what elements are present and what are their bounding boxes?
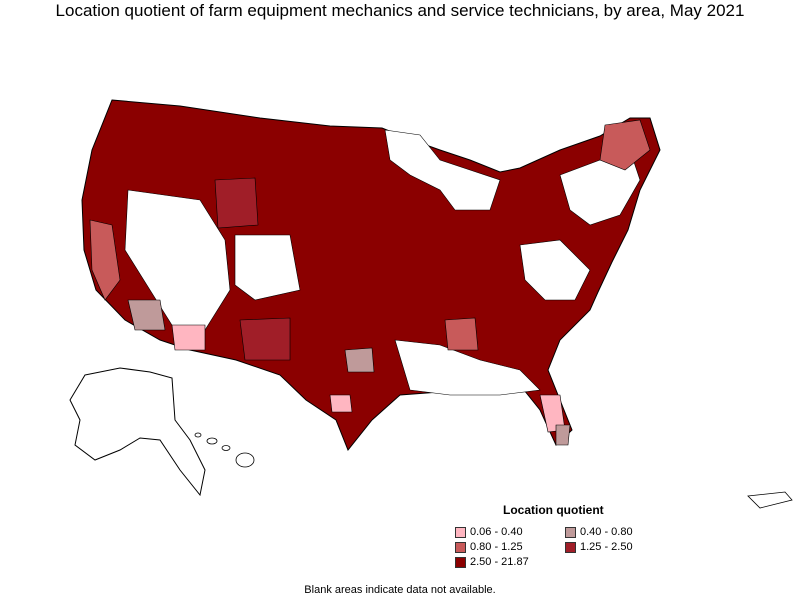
legend-label: 2.50 - 21.87 (470, 556, 529, 568)
legend-item: 0.40 - 0.80 (565, 526, 633, 538)
legend-item: 0.06 - 0.40 (455, 526, 523, 538)
region-arizona-low (127, 299, 166, 331)
legend-label: 1.25 - 2.50 (580, 541, 633, 553)
legend-item: 2.50 - 21.87 (455, 556, 529, 568)
legend-swatch (455, 541, 466, 553)
region-new-mexico-medium (239, 317, 291, 361)
region-southwest-light (171, 324, 206, 351)
region-florida-low (555, 424, 571, 446)
footnote: Blank areas indicate data not available. (304, 584, 496, 596)
legend-label: 0.80 - 1.25 (470, 541, 523, 553)
blank-area-great-lakes (384, 129, 501, 211)
legend-item: 1.25 - 2.50 (565, 541, 633, 553)
legend-swatch (565, 526, 576, 538)
blank-area-colorado (234, 234, 301, 301)
region-midsouth-medium (444, 317, 479, 351)
region-texas-low (344, 347, 375, 373)
hawaii-islands (194, 432, 255, 468)
legend-swatch (565, 541, 576, 553)
legend-item: 0.80 - 1.25 (455, 541, 523, 553)
map-title: Location quotient of farm equipment mech… (55, 1, 745, 20)
legend-swatch (455, 556, 466, 568)
legend-label: 0.40 - 0.80 (580, 526, 633, 538)
puerto-rico (747, 491, 793, 509)
legend-title: Location quotient (503, 503, 604, 517)
region-california-medium (89, 219, 121, 301)
legend-label: 0.06 - 0.40 (470, 526, 523, 538)
legend-swatch (455, 526, 466, 538)
region-northeast-medium (599, 119, 651, 171)
region-wyoming-medium (214, 177, 259, 229)
alaska-outline (69, 367, 206, 497)
blank-area-appalachia (519, 239, 591, 301)
region-texas-light (329, 394, 353, 413)
